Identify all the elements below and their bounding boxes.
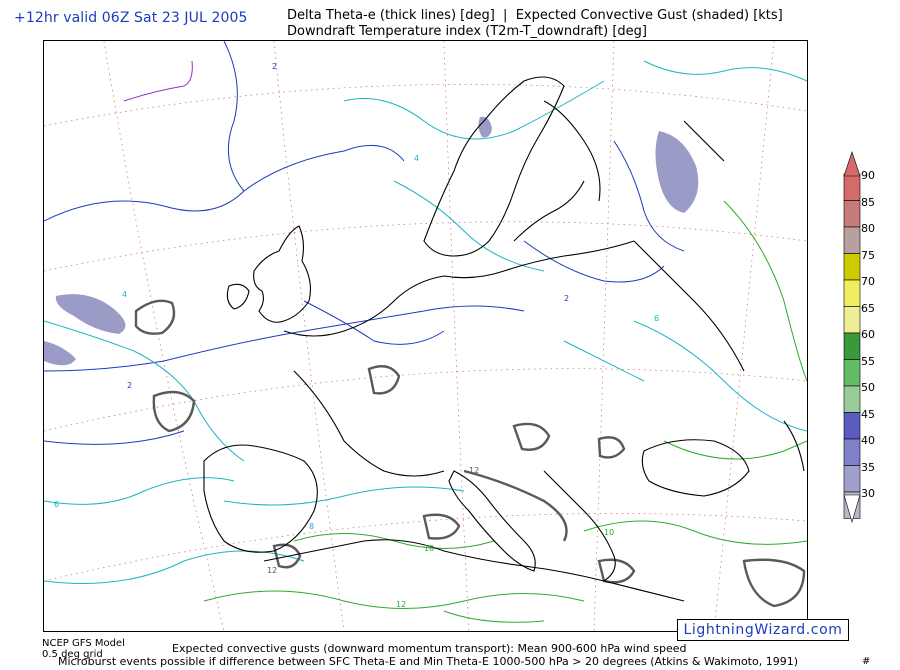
map-title-line-1: Delta Theta-e (thick lines) [deg] | Expe…: [287, 8, 783, 23]
contour-label: 12: [396, 600, 406, 609]
valid-time-label: +12hr valid 06Z Sat 23 JUL 2005: [14, 10, 248, 26]
map-canvas: 2 2 2 4 4 6 6 8 10 10 12 12 12: [44, 41, 807, 631]
colorbar-label: 85: [861, 195, 875, 209]
blue-contours: [44, 41, 685, 445]
colorbar-label: 55: [861, 354, 875, 368]
brand-link[interactable]: LightningWizard.com: [677, 619, 849, 641]
colorbar-swatch: [843, 306, 861, 334]
colorbar-swatch: [843, 200, 861, 228]
gust-colorbar: 90 85 80 75 70 65 60 55 50 45 40 35 30: [842, 150, 900, 530]
contour-label: 4: [122, 290, 127, 299]
contour-label: 2: [564, 294, 569, 303]
contour-label: 10: [424, 544, 434, 553]
model-grid: 0.5 deg grid: [42, 649, 103, 660]
colorbar-label: 45: [861, 407, 875, 421]
model-name: NCEP GFS Model: [42, 638, 125, 649]
colorbar-top-arrow: [843, 151, 861, 177]
contour-labels: 2 2 2 4 4 6 6 8 10 10 12 12 12: [54, 62, 659, 609]
footer-note-1: Expected convective gusts (downward mome…: [172, 642, 687, 655]
cyan-contours: [44, 60, 807, 584]
colorbar-swatch: [843, 279, 861, 307]
gust-shading: [44, 116, 699, 366]
colorbar-label: 70: [861, 275, 875, 288]
contour-label: 2: [272, 62, 277, 71]
green-contours: [203, 200, 807, 623]
contour-label: 6: [654, 314, 659, 323]
model-info: NCEP GFS Model 0.5 deg grid: [42, 638, 125, 660]
colorbar-swatch: [843, 465, 861, 493]
contour-label: 10: [604, 528, 614, 537]
page-marker: #: [862, 656, 871, 667]
contour-label: 8: [309, 522, 314, 531]
map-title: Delta Theta-e (thick lines) [deg] | Expe…: [287, 8, 783, 40]
map-title-line-2: Downdraft Temperature index (T2m-T_downd…: [287, 24, 647, 39]
colorbar-label: 60: [861, 328, 875, 341]
footer-note-2: Microburst events possible if difference…: [58, 655, 798, 668]
contour-label: 12: [267, 566, 277, 575]
colorbar-label: 80: [861, 222, 875, 235]
colorbar-swatch: [843, 253, 861, 281]
contour-label: 12: [469, 466, 479, 475]
colorbar-swatch: [843, 412, 861, 440]
contour-label: 4: [414, 154, 419, 163]
colorbar-label: 90: [861, 169, 875, 182]
colorbar-label: 40: [861, 434, 875, 447]
colorbar-swatch: [843, 226, 861, 254]
purple-contours: [123, 60, 193, 102]
contour-label: 2: [127, 381, 132, 390]
colorbar-swatches: [843, 151, 861, 524]
colorbar-label: 35: [861, 460, 875, 474]
colorbar-swatch: [843, 385, 861, 413]
contour-label: 6: [54, 500, 59, 509]
weather-map: 2 2 2 4 4 6 6 8 10 10 12 12 12: [43, 40, 808, 632]
colorbar-label: 75: [861, 248, 875, 262]
colorbar-label: 50: [861, 381, 875, 394]
colorbar-swatch: [843, 332, 861, 360]
coastlines: [203, 76, 805, 602]
colorbar-label: 65: [861, 301, 875, 315]
colorbar-swatch: [843, 173, 861, 201]
colorbar-bottom-arrow: [843, 494, 861, 524]
colorbar-label: 30: [861, 487, 875, 500]
colorbar-swatch: [843, 359, 861, 387]
delta-theta-e-contours: [134, 299, 806, 608]
colorbar-swatch: [843, 438, 861, 466]
